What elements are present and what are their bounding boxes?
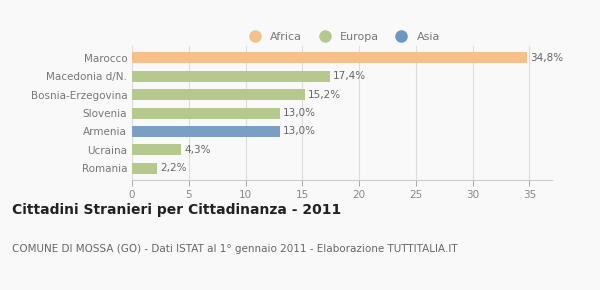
Bar <box>132 126 280 137</box>
Text: 13,0%: 13,0% <box>283 108 316 118</box>
Text: 13,0%: 13,0% <box>283 126 316 137</box>
Text: 2,2%: 2,2% <box>160 163 187 173</box>
Text: 34,8%: 34,8% <box>530 53 563 63</box>
Text: 15,2%: 15,2% <box>308 90 341 100</box>
Bar <box>132 108 280 119</box>
Text: Cittadini Stranieri per Cittadinanza - 2011: Cittadini Stranieri per Cittadinanza - 2… <box>12 203 341 217</box>
Text: 4,3%: 4,3% <box>184 145 211 155</box>
Text: COMUNE DI MOSSA (GO) - Dati ISTAT al 1° gennaio 2011 - Elaborazione TUTTITALIA.I: COMUNE DI MOSSA (GO) - Dati ISTAT al 1° … <box>12 244 458 253</box>
Bar <box>132 52 527 64</box>
Bar <box>132 71 329 82</box>
Legend: Africa, Europa, Asia: Africa, Europa, Asia <box>239 28 445 47</box>
Bar <box>132 163 157 174</box>
Text: 17,4%: 17,4% <box>333 71 366 81</box>
Bar <box>132 89 305 100</box>
Bar <box>132 144 181 155</box>
